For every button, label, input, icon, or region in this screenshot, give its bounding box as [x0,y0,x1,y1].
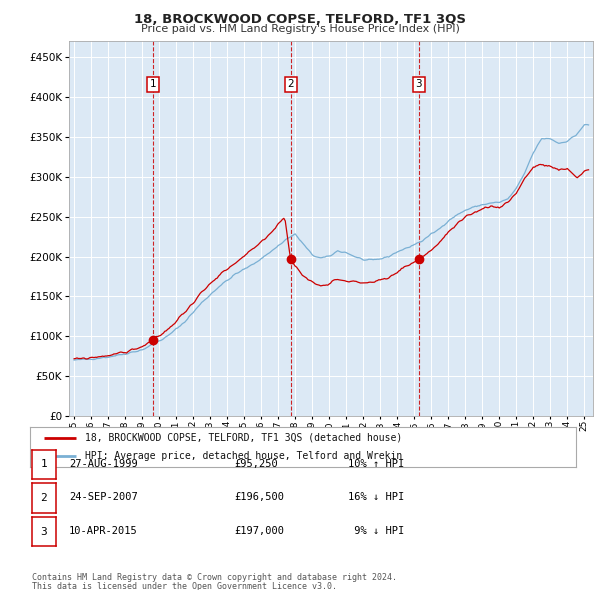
Text: 18, BROCKWOOD COPSE, TELFORD, TF1 3QS: 18, BROCKWOOD COPSE, TELFORD, TF1 3QS [134,13,466,26]
Text: 9% ↓ HPI: 9% ↓ HPI [348,526,404,536]
Text: 3: 3 [40,527,47,536]
Text: 24-SEP-2007: 24-SEP-2007 [69,493,138,502]
Text: 16% ↓ HPI: 16% ↓ HPI [348,493,404,502]
Text: 1: 1 [40,460,47,469]
Text: 3: 3 [416,80,422,89]
Text: Contains HM Land Registry data © Crown copyright and database right 2024.: Contains HM Land Registry data © Crown c… [32,573,397,582]
Text: 1: 1 [150,80,157,89]
Text: 2: 2 [40,493,47,503]
Text: 10% ↑ HPI: 10% ↑ HPI [348,459,404,468]
Text: 10-APR-2015: 10-APR-2015 [69,526,138,536]
Text: 18, BROCKWOOD COPSE, TELFORD, TF1 3QS (detached house): 18, BROCKWOOD COPSE, TELFORD, TF1 3QS (d… [85,433,402,443]
Text: £95,250: £95,250 [234,459,278,468]
Text: This data is licensed under the Open Government Licence v3.0.: This data is licensed under the Open Gov… [32,582,337,590]
Text: £196,500: £196,500 [234,493,284,502]
Text: Price paid vs. HM Land Registry's House Price Index (HPI): Price paid vs. HM Land Registry's House … [140,24,460,34]
Text: £197,000: £197,000 [234,526,284,536]
Text: 2: 2 [287,80,294,89]
Text: 27-AUG-1999: 27-AUG-1999 [69,459,138,468]
Text: HPI: Average price, detached house, Telford and Wrekin: HPI: Average price, detached house, Telf… [85,451,402,461]
